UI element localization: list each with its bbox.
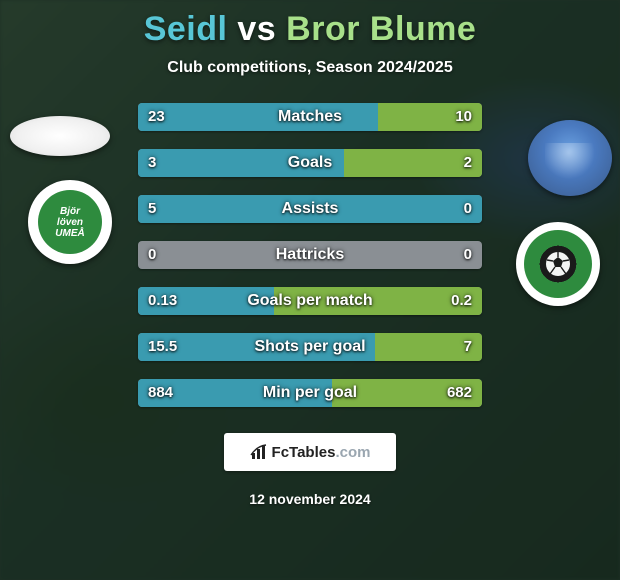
player-right-avatar <box>528 120 612 196</box>
bar-chart-icon <box>250 443 268 461</box>
soccer-ball-icon <box>545 251 571 277</box>
stat-row: 32Goals <box>138 149 482 177</box>
player-left-avatar <box>10 116 110 156</box>
stat-row: 884682Min per goal <box>138 379 482 407</box>
stat-fill-left <box>138 379 332 407</box>
footer-logo-grey: .com <box>335 444 370 461</box>
subtitle: Club competitions, Season 2024/2025 <box>167 59 452 77</box>
club-badge-right-inner <box>524 230 592 298</box>
stat-fill-left <box>138 149 344 177</box>
stat-fill-left <box>138 333 375 361</box>
stat-fill-left <box>138 103 378 131</box>
stat-fill-left <box>138 195 482 223</box>
content-wrapper: Seidl vs Bror Blume Club competitions, S… <box>0 0 620 580</box>
stat-fill-left <box>138 287 274 315</box>
stat-fill-right <box>375 333 482 361</box>
club-badge-right <box>516 222 600 306</box>
club-badge-left-inner: BjörlövenUMEÅ <box>38 190 102 254</box>
stat-fill-right <box>344 149 482 177</box>
stat-fill-right <box>274 287 482 315</box>
footer-logo-bold: FcTables <box>272 444 336 461</box>
comparison-rows: 2310Matches 32Goals 50Assists 00Hattricks 0.… <box>138 103 482 407</box>
stat-row: 50Assists <box>138 195 482 223</box>
stat-row: 2310Matches <box>138 103 482 131</box>
stat-fill-right <box>332 379 482 407</box>
stat-row: 00Hattricks <box>138 241 482 269</box>
stat-row: 15.57Shots per goal <box>138 333 482 361</box>
stat-row: 0.130.2Goals per match <box>138 287 482 315</box>
stat-fill-right <box>378 103 482 131</box>
footer-date: 12 november 2024 <box>249 491 370 507</box>
footer-logo-text: FcTables.com <box>272 444 371 461</box>
stat-row-bg <box>138 241 482 269</box>
footer-logo: FcTables.com <box>224 433 396 471</box>
page-title: Seidl vs Bror Blume <box>144 10 477 49</box>
club-badge-left: BjörlövenUMEÅ <box>28 180 112 264</box>
